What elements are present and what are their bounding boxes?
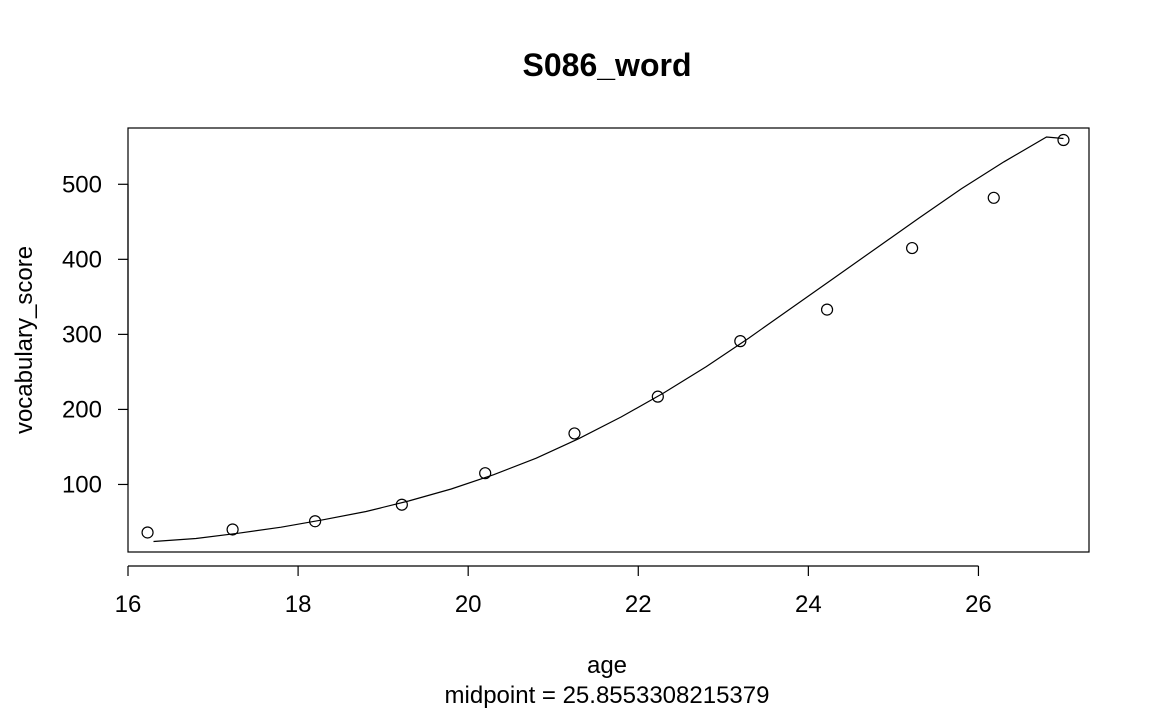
x-tick-label: 26 (965, 591, 992, 618)
y-axis-label: vocabulary_score (11, 246, 38, 434)
data-point (1057, 133, 1070, 147)
data-point (479, 467, 492, 480)
x-tick-label: 20 (455, 591, 482, 618)
y-tick-label: 100 (62, 471, 102, 498)
y-tick-label: 200 (62, 396, 102, 423)
data-points (141, 133, 1070, 539)
y-tick-label: 500 (62, 171, 102, 198)
x-axis: 16 18 20 22 24 26 (115, 565, 992, 618)
y-tick-label: 400 (62, 246, 102, 273)
data-point (906, 241, 919, 255)
data-point (734, 335, 747, 348)
x-tick-label: 18 (285, 591, 312, 618)
x-tick-label: 24 (795, 591, 822, 618)
data-point (568, 427, 581, 440)
fit-curve-group (153, 136, 1064, 543)
data-point (987, 191, 1000, 204)
data-point (651, 390, 664, 403)
chart-title: S086_word (523, 47, 692, 83)
x-tick-label: 16 (115, 591, 142, 618)
data-point (308, 515, 322, 528)
x-axis-label: age (587, 652, 627, 679)
y-axis: 100 200 300 400 500 (62, 171, 129, 498)
data-point (820, 303, 834, 316)
data-point (141, 526, 154, 539)
data-point (226, 523, 239, 536)
data-point (395, 498, 408, 511)
x-tick-label: 22 (625, 591, 652, 618)
plot-frame (127, 127, 1090, 553)
y-tick-label: 300 (62, 321, 102, 348)
fit-curve (153, 136, 1064, 543)
chart-subtitle: midpoint = 25.8553308215379 (445, 682, 770, 709)
